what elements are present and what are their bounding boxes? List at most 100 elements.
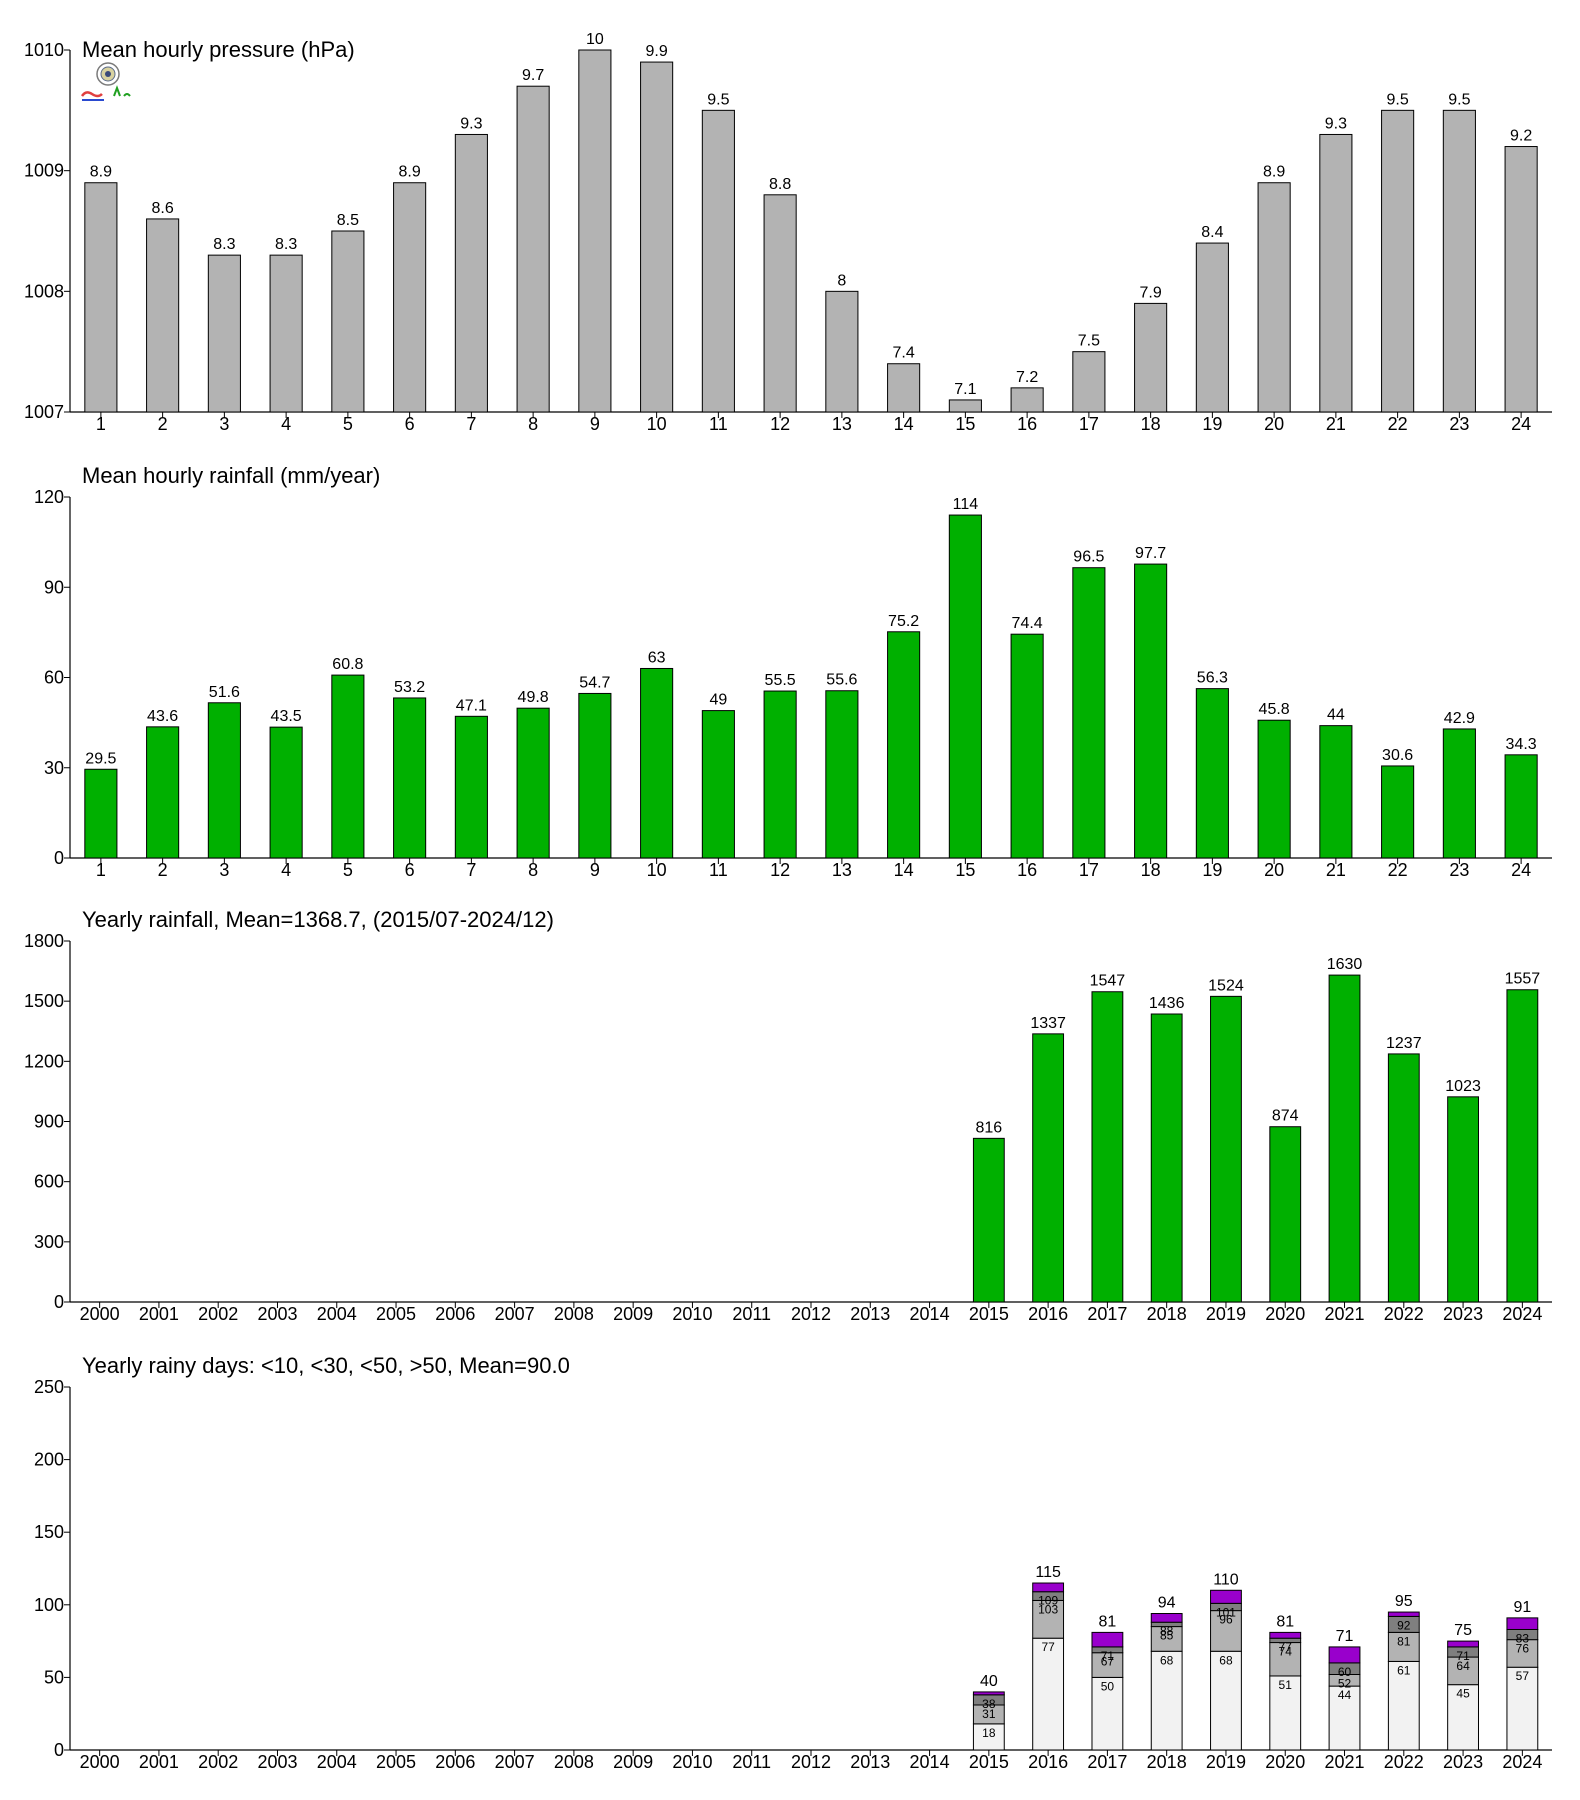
x-tick-label: 2019 [1206,1304,1246,1324]
x-tick-label: 2024 [1502,1752,1542,1772]
bar [701,710,735,859]
bar [825,690,859,859]
chart-title: Mean hourly pressure (hPa) [82,37,355,62]
bar [1319,133,1353,413]
bar-value-label: 56.3 [1197,670,1228,687]
bar [1381,765,1415,859]
panel-yearly-rainfall: Yearly rainfall, Mean=1368.7, (2015/07-2… [0,890,1580,1340]
x-tick-label: 13 [832,860,852,880]
bar-value-label: 8.8 [769,176,791,193]
x-tick-label: 7 [466,860,476,880]
segment-label-lt30: 85 [1160,1629,1174,1643]
x-tick-label: 6 [405,414,415,434]
bar [1442,728,1476,859]
bar-segment-lt10 [972,1723,1005,1751]
segment-label-lt50: 71 [1456,1649,1470,1663]
bar [454,715,488,859]
bar [207,254,241,413]
bar-value-label: 9.7 [522,67,544,84]
x-tick-label: 5 [343,414,353,434]
y-tick-label: 120 [34,487,64,507]
bar-total-label: 94 [1158,1595,1176,1612]
x-tick-label: 10 [647,860,667,880]
x-tick-label: 2023 [1443,1304,1483,1324]
x-tick-label: 23 [1449,414,1469,434]
x-tick-label: 2017 [1087,1304,1127,1324]
x-tick-label: 2018 [1147,1304,1187,1324]
segment-label-lt30: 103 [1038,1602,1058,1616]
bar-segment-lt10 [1447,1684,1479,1751]
x-tick-label: 19 [1202,860,1222,880]
x-tick-label: 1 [96,860,106,880]
bar [1328,974,1361,1303]
bar [763,690,797,859]
bar [1442,109,1476,413]
bar [640,667,674,859]
y-tick-label: 0 [54,1740,64,1760]
bar-segment-lt30 [1506,1639,1539,1668]
bar-value-label: 7.4 [893,345,915,362]
panel-pressure: Mean hourly pressure (hPa) 1007 1008 1009 10… [0,0,1580,440]
y-tick-label: 900 [34,1112,64,1132]
x-tick-label: 2 [158,860,168,880]
segment-label-lt50: 38 [982,1697,996,1711]
bar [578,49,612,413]
bar-value-label: 29.5 [85,750,116,767]
x-tick-label: 15 [955,860,975,880]
bar [146,726,180,859]
bar [887,631,921,859]
x-tick-label: 2004 [317,1304,357,1324]
bar [1257,719,1291,859]
segment-label-lt10: 68 [1160,1653,1174,1667]
y-tick-label: 200 [34,1450,64,1470]
bar [972,1137,1005,1303]
bar-value-label: 1557 [1505,971,1541,988]
segment-label-lt30: 81 [1397,1634,1411,1648]
x-tick-label: 2007 [495,1752,535,1772]
x-tick-label: 14 [894,414,914,434]
x-tick-label: 2009 [613,1304,653,1324]
station-logo [78,60,138,106]
bar-segment-lt10 [1091,1676,1124,1751]
x-tick-label: 2022 [1384,1752,1424,1772]
segment-label-lt50: 109 [1038,1594,1058,1608]
bar-segment-lt10 [1150,1650,1183,1751]
segment-label-lt10: 61 [1397,1663,1411,1677]
y-tick-label: 1800 [24,931,64,951]
segment-label-lt50: 71 [1101,1649,1115,1663]
x-tick-label: 6 [405,860,415,880]
bar-value-label: 8.6 [152,200,174,217]
bar [1032,1033,1065,1303]
x-tick-label: 24 [1511,414,1531,434]
bar-value-label: 75.2 [888,613,919,630]
pressure-chart: Mean hourly pressure (hPa) 1007 1008 1009 10… [24,31,1552,434]
segment-label-lt10: 50 [1101,1679,1115,1693]
bar-total-label: 115 [1035,1564,1061,1581]
bar [701,109,735,413]
segment-label-lt10: 77 [1041,1640,1055,1654]
y-tick-label: 150 [34,1522,64,1542]
x-tick-label: 19 [1202,414,1222,434]
bar-segment-gt50 [1210,1589,1242,1604]
x-tick-label: 16 [1017,860,1037,880]
bar-segment-lt10 [1210,1650,1242,1751]
segment-label-lt50: 101 [1216,1605,1236,1619]
segment-label-lt30: 67 [1101,1655,1115,1669]
x-tick-label: 2008 [554,1752,594,1772]
yearly-rainfall-chart: Yearly rainfall, Mean=1368.7, (2015/07-2… [24,907,1552,1324]
bar [454,133,488,413]
bar [887,363,921,413]
x-tick-label: 2016 [1028,1304,1068,1324]
x-tick-label: 2001 [139,1752,179,1772]
bar [146,218,180,413]
bar-total-label: 81 [1276,1613,1294,1630]
x-tick-label: 24 [1511,860,1531,880]
bar [1257,182,1291,413]
panel-rainy-days: Yearly rainy days: <10, <30, <50, >50, M… [0,1340,1580,1800]
bar-value-label: 10 [586,31,604,48]
bar-segment-lt30 [1387,1631,1420,1662]
segment-label-lt10: 51 [1279,1678,1293,1692]
bar-value-label: 51.6 [209,684,240,701]
y-tick-label: 300 [34,1232,64,1252]
bar-value-label: 55.5 [765,672,796,689]
